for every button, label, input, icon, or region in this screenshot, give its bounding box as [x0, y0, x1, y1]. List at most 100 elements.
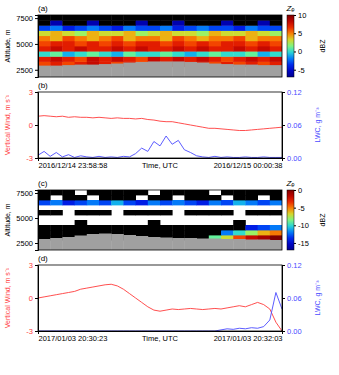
heatmap-cell — [87, 20, 100, 26]
surface — [233, 65, 246, 77]
y2-axis-line — [283, 93, 286, 159]
lines — [38, 284, 282, 331]
heatmap-cell — [233, 46, 246, 52]
heatmap-cell — [87, 51, 100, 57]
y2-axis-tick: 0.12 — [282, 88, 302, 97]
heatmap-cell — [123, 31, 136, 37]
heatmap-cell — [123, 190, 136, 195]
heatmap-cell — [148, 31, 161, 37]
colorbar-axis-tick: 0 — [294, 186, 302, 195]
heatmap-cell — [270, 235, 282, 240]
heatmap-cell — [38, 31, 51, 37]
y2-axis-tick-mark — [282, 92, 285, 93]
heatmap-cell — [136, 41, 149, 47]
y2-axis-tick-label: 0.12 — [287, 261, 302, 270]
y-axis-tick: 0 — [29, 121, 38, 130]
heatmap-cell — [209, 210, 222, 215]
heatmap-cell — [160, 195, 173, 200]
colorbar-axis-tick-label: -15 — [298, 239, 309, 248]
heatmap-cell — [221, 56, 234, 62]
heatmap-cell — [172, 200, 185, 205]
heatmap-cell — [75, 200, 88, 205]
heatmap-cell — [123, 200, 136, 205]
heatmap-cell — [221, 230, 234, 235]
surface — [245, 240, 258, 251]
x-axis-tick-label: 2016/12/14 23:58:58 — [39, 161, 108, 170]
heatmap-cell — [50, 31, 63, 37]
heatmap-cell — [148, 225, 161, 230]
heatmap-cell — [62, 200, 75, 205]
surface — [111, 234, 124, 250]
heatmap-cell — [75, 20, 88, 26]
colorbar-axis-tick: -5 — [294, 66, 305, 75]
heatmap-cell — [123, 210, 136, 215]
heatmap-cell — [75, 225, 88, 230]
heatmap-cell — [184, 195, 197, 200]
heatmap-cell — [245, 230, 258, 235]
heatmap-cell — [136, 25, 149, 31]
x-axis-tick: 2017/01/03 20:32:03 — [214, 331, 283, 343]
y-axis: 250050007500 — [16, 189, 38, 251]
heatmap-cell — [50, 200, 63, 205]
surface — [148, 237, 161, 250]
heatmap-cell — [245, 20, 258, 26]
heatmap-cell — [99, 36, 112, 42]
y-axis: 250050007500 — [16, 14, 38, 78]
heatmap-cell — [50, 36, 63, 42]
heatmap — [38, 15, 282, 77]
heatmap-cell — [111, 46, 124, 52]
surface — [99, 64, 112, 77]
surface — [258, 240, 271, 251]
heatmap-cell — [233, 31, 246, 37]
colorbar-axis-tick: 10 — [294, 11, 306, 20]
heatmap-cell — [245, 56, 258, 62]
heatmap-cell — [160, 210, 173, 215]
heatmap-cell — [233, 25, 246, 31]
heatmap-cell — [123, 225, 136, 230]
surface — [184, 62, 197, 77]
heatmap-cell — [221, 41, 234, 47]
heatmap-cell — [160, 46, 173, 52]
heatmap-cell — [123, 56, 136, 62]
heatmap-cell — [62, 230, 75, 235]
surface — [172, 238, 185, 250]
colorbar-axis-tick-label: -10 — [298, 221, 309, 230]
colorbar-axis-tick: -10 — [294, 221, 309, 230]
heatmap-cell — [245, 36, 258, 42]
heatmap-cell — [38, 195, 51, 200]
panel-label: (d) — [38, 254, 48, 263]
heatmap-cell — [270, 20, 282, 26]
heatmap-cell — [245, 195, 258, 200]
heatmap-cell — [245, 31, 258, 37]
heatmap-cell — [160, 36, 173, 42]
y-axis-title: Vertical Wind, m s⁻¹ — [4, 267, 11, 328]
x-axis-tick-label: 2017/01/03 20:32:03 — [214, 334, 283, 343]
colorbar-axis-tick-mark — [294, 225, 296, 226]
y-axis-tick: 5000 — [16, 214, 38, 223]
series-line — [38, 293, 282, 332]
heatmap-cell — [209, 230, 222, 235]
y-axis-tick-label: 0 — [29, 121, 33, 130]
heatmap-cell — [50, 190, 63, 195]
heatmap-cell — [233, 36, 246, 42]
heatmap-cell — [148, 230, 161, 235]
heatmap-cell — [209, 25, 222, 31]
heatmap-cell — [233, 230, 246, 235]
heatmap-cell — [184, 56, 197, 62]
colorbar — [287, 190, 294, 250]
y2-axis-tick-label: 0.06 — [287, 121, 302, 130]
heatmap-cell — [99, 195, 112, 200]
heatmap-cell — [221, 36, 234, 42]
y2-axis-tick: 0.06 — [282, 121, 302, 130]
heatmap-cell — [245, 46, 258, 52]
heatmap-cell — [136, 36, 149, 42]
y-axis-tick-label: 5000 — [16, 40, 33, 49]
heatmap-cell — [209, 225, 222, 230]
heatmap-cell — [87, 41, 100, 47]
heatmap-cell — [75, 230, 88, 235]
y-axis-tick-label: -3 — [26, 154, 33, 163]
surface — [270, 65, 282, 77]
heatmap-cell — [50, 25, 63, 31]
heatmap-cell — [258, 56, 271, 62]
heatmap-cell — [136, 46, 149, 52]
